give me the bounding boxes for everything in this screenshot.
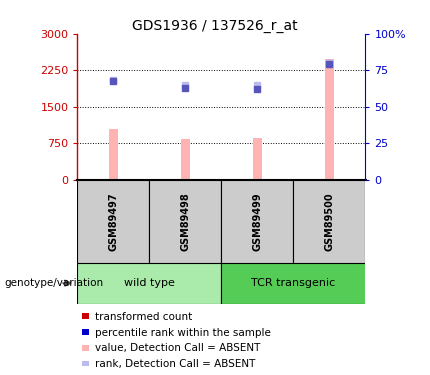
Text: transformed count: transformed count	[95, 312, 192, 322]
Text: genotype/variation: genotype/variation	[4, 278, 104, 288]
Text: GDS1936 / 137526_r_at: GDS1936 / 137526_r_at	[132, 19, 298, 33]
Bar	[293, 180, 366, 262]
Bar	[221, 180, 293, 262]
Text: TCR transgenic: TCR transgenic	[252, 278, 335, 288]
Text: percentile rank within the sample: percentile rank within the sample	[95, 328, 270, 338]
Text: GSM89498: GSM89498	[181, 192, 190, 250]
Bar	[109, 129, 118, 180]
Text: rank, Detection Call = ABSENT: rank, Detection Call = ABSENT	[95, 359, 255, 369]
Text: wild type: wild type	[124, 278, 175, 288]
Text: GSM89499: GSM89499	[252, 192, 262, 250]
Bar	[253, 138, 262, 180]
Bar	[325, 59, 334, 180]
Bar	[221, 262, 366, 304]
Bar	[77, 262, 221, 304]
Bar	[181, 139, 190, 180]
Bar	[150, 180, 221, 262]
Text: value, Detection Call = ABSENT: value, Detection Call = ABSENT	[95, 344, 260, 353]
Bar	[77, 180, 150, 262]
Text: GSM89500: GSM89500	[325, 192, 335, 250]
Text: GSM89497: GSM89497	[108, 192, 118, 250]
